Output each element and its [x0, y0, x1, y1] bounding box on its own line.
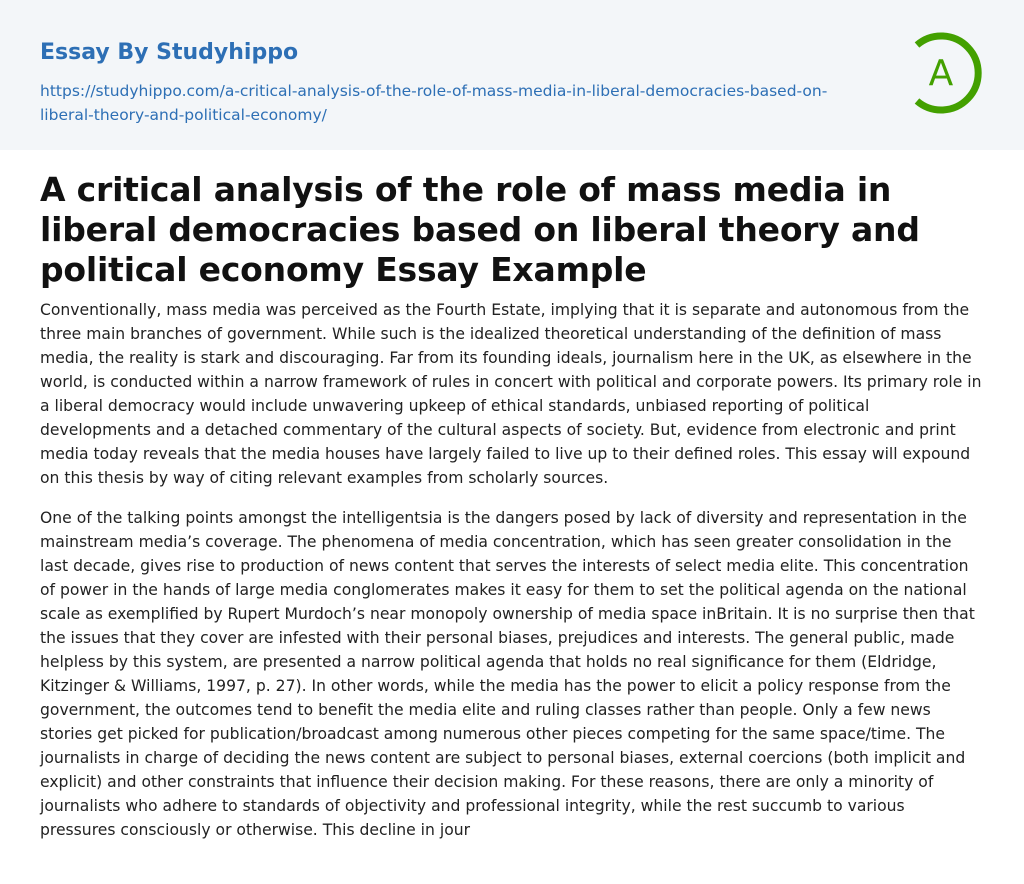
article-url-link[interactable]: https://studyhippo.com/a-critical-analys… — [40, 82, 828, 124]
article-title: A critical analysis of the role of mass … — [40, 170, 920, 289]
studyhippo-logo-icon[interactable]: A — [900, 28, 990, 118]
article-paragraph: Conventionally, mass media was perceived… — [40, 301, 982, 487]
logo-letter: A — [929, 53, 954, 94]
article: A critical analysis of the role of mass … — [0, 150, 1024, 842]
brand-title: Essay By Studyhippo — [40, 40, 299, 65]
article-paragraph: One of the talking points amongst the in… — [40, 509, 975, 839]
site-header: Essay By Studyhippo https://studyhippo.c… — [0, 0, 1024, 150]
